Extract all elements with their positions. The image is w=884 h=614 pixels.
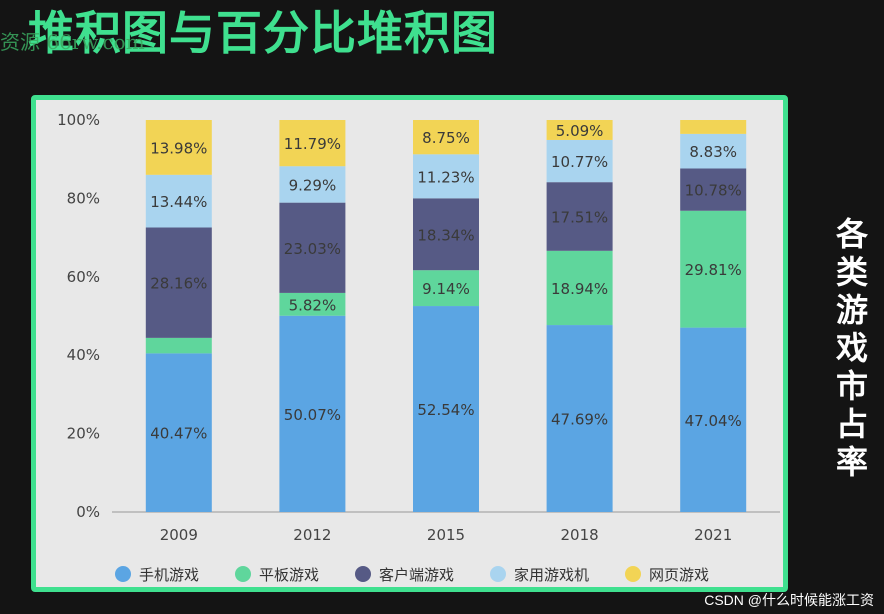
bar-segment xyxy=(145,353,212,512)
bar-segment xyxy=(145,174,212,228)
data-label: 8.75% xyxy=(422,129,470,147)
slide-title: 堆积图与百分比堆积图 xyxy=(28,6,498,60)
x-tick-label: 2012 xyxy=(293,526,331,544)
bar-segment xyxy=(279,315,346,512)
bar-segment xyxy=(279,292,346,316)
data-label: 47.69% xyxy=(551,411,608,429)
y-tick-label: 60% xyxy=(67,268,100,286)
bar-segment xyxy=(413,198,479,271)
data-label: 10.77% xyxy=(551,153,608,171)
bar-segment xyxy=(680,133,747,169)
bar-segment xyxy=(680,120,747,134)
bar-segment xyxy=(546,182,613,251)
data-label: 5.09% xyxy=(556,122,604,140)
bar-segment xyxy=(413,270,479,307)
side-label: 各类游戏市占率 xyxy=(835,215,868,481)
legend-item: 家用游戏机 xyxy=(490,564,589,585)
data-label: 18.94% xyxy=(551,280,608,298)
legend-label: 客户端游戏 xyxy=(378,565,454,584)
legend-swatch xyxy=(490,566,506,582)
legend-swatch xyxy=(234,566,251,582)
data-label: 29.81% xyxy=(685,261,742,279)
legend-item: 网页游戏 xyxy=(625,564,709,585)
bar-segment xyxy=(680,327,747,512)
bar-segment xyxy=(546,139,613,183)
bar-segment xyxy=(546,325,613,512)
bar-segment xyxy=(546,250,613,326)
bar-segment xyxy=(145,120,212,175)
bar-segment xyxy=(546,120,613,140)
credit-text: CSDN @什么时候能涨工资 xyxy=(704,592,874,608)
data-label: 8.83% xyxy=(689,143,737,161)
legend-swatch xyxy=(625,566,642,582)
x-tick-label: 2009 xyxy=(160,526,198,544)
legend-label: 平板游戏 xyxy=(258,565,319,584)
y-tick-label: 20% xyxy=(67,425,100,443)
x-tick-label: 2018 xyxy=(561,526,599,544)
data-label: 5.82% xyxy=(289,296,337,314)
y-tick-label: 0% xyxy=(76,503,100,521)
bar-segment xyxy=(279,120,346,167)
data-label: 18.34% xyxy=(417,226,474,244)
legend-item: 客户端游戏 xyxy=(354,564,454,585)
data-label: 13.44% xyxy=(150,193,207,211)
legend-label: 手机游戏 xyxy=(138,565,199,584)
bar-segment xyxy=(145,337,212,354)
data-label: 50.07% xyxy=(284,406,341,424)
bar-segment xyxy=(680,168,747,211)
data-label: 28.16% xyxy=(150,275,207,293)
data-label: 9.14% xyxy=(422,280,470,298)
x-tick-label: 2021 xyxy=(694,526,732,544)
legend-label: 网页游戏 xyxy=(649,565,710,584)
y-tick-label: 40% xyxy=(67,346,100,364)
y-tick-label: 80% xyxy=(67,189,100,207)
data-label: 11.23% xyxy=(417,168,474,186)
legend-item: 平板游戏 xyxy=(234,564,319,585)
bar-segment xyxy=(413,120,479,155)
data-label: 47.04% xyxy=(685,412,742,430)
bar-segment xyxy=(145,227,212,338)
bar-segment xyxy=(279,202,346,293)
legend-item: 手机游戏 xyxy=(114,564,199,585)
bar-segment xyxy=(413,306,479,512)
data-label: 11.79% xyxy=(284,135,341,153)
data-label: 23.03% xyxy=(284,240,341,258)
data-label: 40.47% xyxy=(150,425,207,443)
x-tick-label: 2015 xyxy=(427,526,465,544)
legend-swatch xyxy=(354,566,371,582)
y-tick-label: 100% xyxy=(57,111,100,129)
bar-segment xyxy=(279,166,346,203)
data-label: 10.78% xyxy=(685,182,742,200)
data-label: 52.54% xyxy=(417,401,474,419)
chart-legend: 手机游戏 平板游戏 客户端游戏 家用游戏机 网页游戏 xyxy=(52,562,772,586)
bar-segment xyxy=(680,210,747,328)
data-label: 9.29% xyxy=(289,176,337,194)
data-label: 13.98% xyxy=(150,139,207,157)
watermark-text: 资源 66rw.com xyxy=(0,30,145,54)
legend-swatch xyxy=(114,566,131,582)
bar-segment xyxy=(413,154,479,199)
data-label: 17.51% xyxy=(551,208,608,226)
legend-label: 家用游戏机 xyxy=(514,565,590,584)
